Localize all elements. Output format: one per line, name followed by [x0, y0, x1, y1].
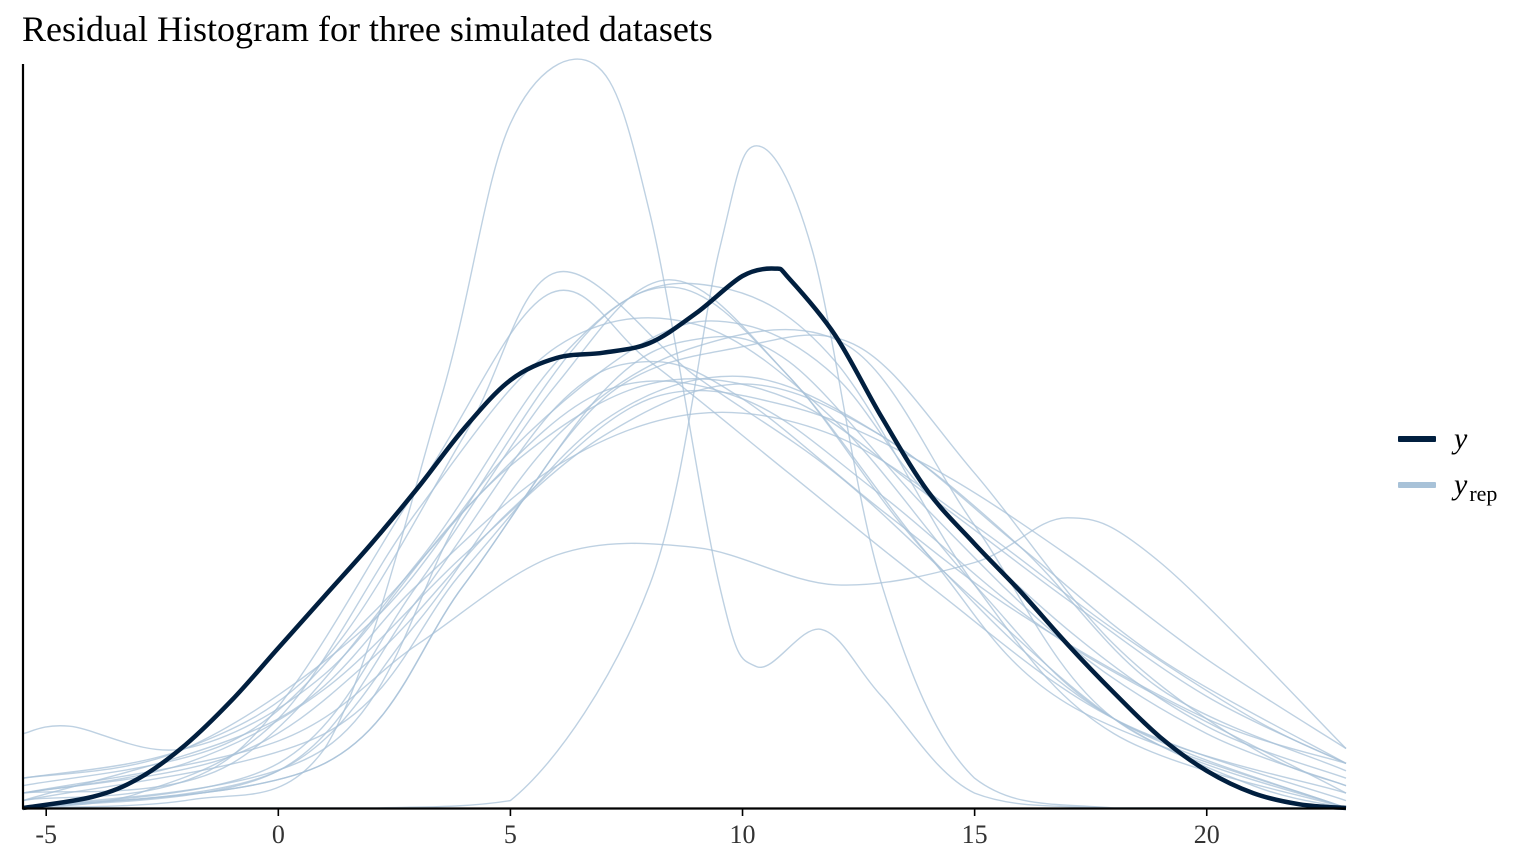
legend-label-yrep-subscript: rep	[1469, 481, 1498, 506]
yrep-line-3	[22, 317, 1347, 809]
yrep-line-13	[22, 375, 1347, 802]
yrep-line-12	[22, 279, 1347, 809]
yrep-series-layer	[22, 58, 1347, 809]
legend-label-y: y	[1454, 422, 1468, 455]
y-series-layer	[22, 266, 1347, 811]
x-tick-label: 0	[272, 820, 285, 849]
x-axis-ticks: -5 0 5 10 15 20	[35, 809, 1220, 849]
x-tick-label: -5	[35, 820, 57, 849]
yrep-line-6	[22, 328, 1347, 809]
yrep-line-1	[22, 58, 1346, 809]
yrep-line-11	[22, 289, 1347, 802]
yrep-line-16	[22, 517, 1347, 794]
x-tick-label: 15	[962, 820, 988, 849]
legend: y yrep	[1398, 416, 1497, 508]
yrep-line-8	[22, 286, 1347, 794]
yrep-line-19	[22, 360, 1347, 809]
legend-label-yrep: yrep	[1454, 468, 1498, 506]
yrep-line-7	[22, 282, 1347, 809]
x-tick-label: 20	[1194, 820, 1220, 849]
legend-item-yrep: yrep	[1398, 462, 1497, 508]
chart-title: Residual Histogram for three simulated d…	[22, 9, 713, 49]
yrep-line-17	[22, 335, 1347, 809]
yrep-line-20	[22, 389, 1347, 794]
legend-swatch-yrep	[1398, 482, 1436, 488]
x-tick-label: 10	[730, 820, 756, 849]
x-tick-label: 5	[504, 820, 517, 849]
yrep-line-14	[22, 320, 1347, 779]
legend-item-y: y	[1398, 416, 1497, 462]
yrep-line-18	[22, 383, 1347, 794]
y-observed-line	[22, 266, 1347, 811]
yrep-line-9	[22, 377, 1347, 787]
yrep-line-15	[22, 411, 1347, 802]
legend-swatch-y	[1398, 436, 1436, 442]
